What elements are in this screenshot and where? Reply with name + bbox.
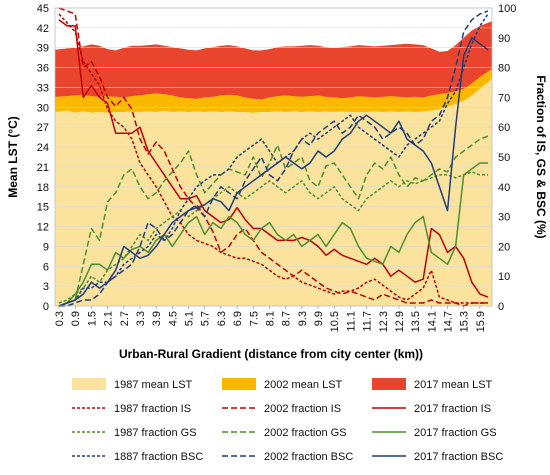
legend-swatch: [222, 378, 256, 390]
legend-label: 2002 mean LST: [264, 379, 343, 391]
line-1987-fraction-gs: [58, 171, 488, 304]
y-left-tick-label: 18: [37, 182, 49, 194]
x-tick-label: 2.1: [103, 311, 115, 326]
y-right-tick-label: 0: [498, 301, 504, 313]
plot-area: [55, 7, 492, 307]
x-tick-label: 11.7: [362, 311, 374, 332]
x-tick-label: 15.9: [475, 311, 487, 332]
line-2017-fraction-is: [58, 19, 489, 298]
legend-label: 2017 fraction IS: [414, 403, 491, 415]
y-right-tick-label: 60: [498, 122, 510, 134]
axes: 0369121518212427303336394245010203040506…: [37, 3, 517, 332]
y-left-tick-label: 3: [43, 281, 49, 293]
x-axis-title: Urban-Rural Gradient (distance from city…: [119, 347, 423, 361]
y-left-tick-label: 42: [37, 23, 49, 35]
y-left-tick-label: 33: [37, 82, 49, 94]
legend-label: 1987 mean LST: [114, 379, 193, 391]
x-tick-label: 3.3: [135, 311, 147, 326]
plot-border: [54, 7, 493, 307]
y-right-tick-label: 40: [498, 182, 510, 194]
x-tick-label: 1.5: [86, 311, 98, 326]
y-axis-left-title: Mean LST (°C): [6, 116, 20, 197]
legend-label: 1887 fraction BSC: [114, 451, 203, 463]
legend: 1987 mean LST 2002 mean LST 2017 mean LST 1…: [72, 378, 503, 463]
legend-label: 2002 fraction BSC: [264, 451, 353, 463]
y-left-tick-label: 0: [43, 301, 49, 313]
legend-swatch: [72, 378, 106, 390]
line-2002-fraction-is: [58, 7, 488, 307]
line-1987-fraction-is: [58, 13, 488, 304]
y-left-tick-label: 15: [37, 202, 49, 214]
y-right-tick-label: 90: [498, 33, 510, 45]
x-tick-label: 2.7: [119, 311, 131, 326]
x-tick-label: 8.1: [265, 311, 277, 326]
x-tick-label: 5.1: [184, 311, 196, 326]
y-left-tick-label: 27: [37, 122, 49, 134]
x-tick-label: 9.9: [313, 311, 325, 326]
x-tick-label: 12.3: [378, 311, 390, 332]
x-tick-label: 5.7: [200, 311, 212, 326]
x-tick-label: 9.3: [297, 311, 309, 326]
x-tick-label: 7.5: [248, 311, 260, 326]
y-right-tick-label: 50: [498, 152, 510, 164]
y-right-tick-label: 80: [498, 63, 510, 75]
y-right-tick-label: 10: [498, 271, 510, 283]
legend-label: 2017 mean LST: [414, 379, 493, 391]
area-1987-mean-lst: [55, 78, 492, 307]
y-left-tick-label: 6: [43, 261, 49, 273]
y-axis-right-title: Fraction of IS, GS & BSC (%): [534, 75, 548, 238]
y-right-tick-label: 100: [498, 3, 516, 15]
y-left-tick-label: 39: [37, 43, 49, 55]
y-right-tick-label: 70: [498, 92, 510, 104]
x-tick-label: 4.5: [167, 311, 179, 326]
x-tick-label: 14.1: [426, 311, 438, 332]
legend-label: 2017 fraction BSC: [414, 451, 503, 463]
line-2002-fraction-bsc: [59, 10, 489, 307]
x-tick-label: 0.3: [54, 311, 66, 326]
legend-label: 1987 fraction GS: [114, 427, 197, 439]
x-tick-label: 8.7: [281, 311, 293, 326]
x-tick-label: 10.5: [329, 311, 341, 332]
line-2002-fraction-gs: [58, 135, 489, 307]
y-left-tick-label: 36: [37, 63, 49, 75]
y-left-tick-label: 21: [37, 162, 49, 174]
y-left-tick-label: 24: [37, 142, 49, 154]
x-tick-label: 6.9: [232, 311, 244, 326]
line-2017-fraction-bsc: [58, 37, 489, 307]
x-tick-label: 14.7: [443, 311, 455, 332]
line-1887-fraction-bsc: [58, 13, 489, 307]
x-tick-label: 3.9: [151, 311, 163, 326]
legend-label: 2002 fraction IS: [264, 403, 341, 415]
y-right-tick-label: 20: [498, 241, 510, 253]
legend-swatch: [372, 378, 406, 390]
y-left-tick-label: 12: [37, 222, 49, 234]
x-tick-label: 15.3: [459, 311, 471, 332]
x-tick-label: 13.5: [410, 311, 422, 332]
y-left-tick-label: 45: [37, 3, 49, 15]
x-tick-label: 6.3: [216, 311, 228, 326]
legend-label: 2002 fraction GS: [264, 427, 347, 439]
x-tick-label: 12.9: [394, 311, 406, 332]
y-left-tick-label: 30: [37, 102, 49, 114]
y-left-tick-label: 9: [43, 241, 49, 253]
x-tick-label: 11.1: [345, 311, 357, 332]
x-tick-label: 0.9: [70, 311, 82, 326]
legend-label: 2017 fraction GS: [414, 427, 497, 439]
y-right-tick-label: 30: [498, 212, 510, 224]
legend-label: 1987 fraction IS: [114, 403, 191, 415]
